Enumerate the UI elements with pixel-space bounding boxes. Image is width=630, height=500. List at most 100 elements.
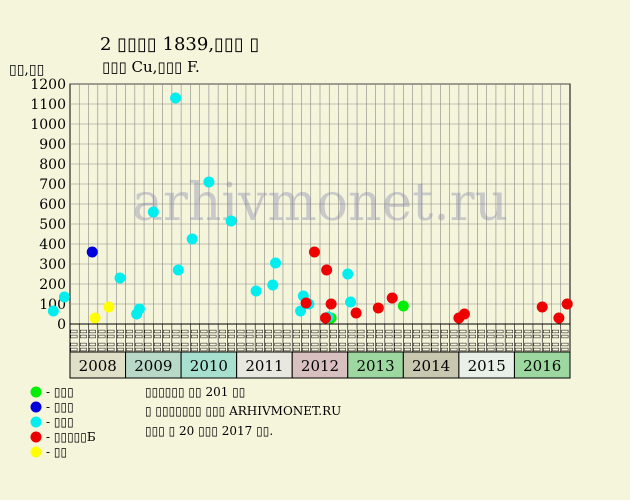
- y-tick-label: 100: [39, 297, 66, 313]
- y-tick-label: 900: [39, 137, 66, 153]
- half-year-label-bottom: ▯▯: [78, 342, 88, 352]
- half-year-label-bottom: ▯▯: [217, 342, 227, 352]
- y-tick-label: 500: [39, 217, 66, 233]
- half-year-label-bottom: ▯▯: [504, 342, 514, 352]
- data-point: [325, 298, 337, 310]
- chart-subtitle: ▯▯▯ Cu,▯▯▯ F.: [102, 58, 200, 76]
- half-year-label-top: ▯▯: [272, 329, 282, 339]
- half-year-label-bottom: ▯▯: [161, 342, 171, 352]
- half-year-label-top: ▯▯: [198, 329, 208, 339]
- year-cell: [513, 351, 571, 379]
- half-year-label-top: ▯▯: [189, 329, 199, 339]
- half-year-label-bottom: ▯▯: [300, 342, 310, 352]
- note-line-2: ▯ ▯▯▯▯▯▯▯ ▯▯▯ ARHIVMONET.RU: [145, 404, 341, 418]
- year-band: 2008 2009 2010 2011 2012 2013 2014 2015 2016: [69, 351, 571, 379]
- half-year-label-top: ▯▯: [411, 329, 421, 339]
- half-year-label-bottom: ▯▯: [106, 342, 116, 352]
- data-point: [372, 302, 384, 314]
- half-year-label-bottom: ▯▯: [495, 342, 505, 352]
- year-cell: [69, 351, 127, 379]
- half-year-label-bottom: ▯▯: [208, 342, 218, 352]
- half-year-label-top: ▯▯: [226, 329, 236, 339]
- half-year-label-top: ▯▯: [300, 329, 310, 339]
- half-year-label-top: ▯▯: [143, 329, 153, 339]
- half-year-label-top: ▯▯: [356, 329, 366, 339]
- half-year-label-top: ▯▯: [550, 329, 560, 339]
- half-year-label-bottom: ▯▯: [448, 342, 458, 352]
- half-year-label-top: ▯▯: [448, 329, 458, 339]
- data-point: [295, 305, 307, 317]
- grid: [70, 83, 570, 325]
- half-year-label-top: ▯▯: [513, 329, 523, 339]
- half-year-label-top: ▯▯: [161, 329, 171, 339]
- half-year-label-bottom: ▯▯: [291, 342, 301, 352]
- half-year-label-top: ▯▯: [106, 329, 116, 339]
- half-year-label-top: ▯▯: [532, 329, 542, 339]
- data-point: [267, 279, 279, 291]
- half-year-label-top: ▯▯: [152, 329, 162, 339]
- half-year-label-bottom: ▯▯: [374, 342, 384, 352]
- half-year-label-bottom: ▯▯: [430, 342, 440, 352]
- half-year-label-bottom: ▯▯: [532, 342, 542, 352]
- half-year-label-top: ▯▯: [393, 329, 403, 339]
- half-year-label-top: ▯▯: [124, 329, 134, 339]
- half-year-label-top: ▯▯: [217, 329, 227, 339]
- half-year-label-top: ▯▯: [87, 329, 97, 339]
- half-year-label-bottom: ▯▯: [226, 342, 236, 352]
- half-year-label-top: ▯▯: [96, 329, 106, 339]
- half-year-label-bottom: ▯▯: [383, 342, 393, 352]
- half-year-label-top: ▯▯: [476, 329, 486, 339]
- half-year-label-top: ▯▯: [78, 329, 88, 339]
- half-year-label-bottom: ▯▯: [87, 342, 97, 352]
- legend-label: - ▯▯: [46, 445, 67, 459]
- year-label: 2009: [134, 357, 172, 375]
- half-year-label-top: ▯▯: [485, 329, 495, 339]
- data-point: [553, 312, 565, 324]
- data-point: [133, 303, 145, 315]
- data-point: [89, 312, 101, 324]
- half-year-label-bottom: ▯▯: [346, 342, 356, 352]
- data-point: [345, 296, 357, 308]
- half-year-label-top: ▯▯: [133, 329, 143, 339]
- half-year-label-bottom: ▯▯: [309, 342, 319, 352]
- y-tick-label: 600: [39, 197, 66, 213]
- half-year-label-top: ▯▯: [282, 329, 292, 339]
- half-year-label-top: ▯▯: [504, 329, 514, 339]
- data-point: [203, 176, 215, 188]
- legend-label: - ▯▯▯: [46, 385, 74, 399]
- half-year-label-bottom: ▯▯: [356, 342, 366, 352]
- half-year-label-bottom: ▯▯: [198, 342, 208, 352]
- half-year-label-bottom: ▯▯: [541, 342, 551, 352]
- y-tick-label: 1000: [30, 117, 66, 133]
- half-year-label-bottom: ▯▯: [467, 342, 477, 352]
- legend-label: - ▯▯▯▯▯Б: [46, 430, 96, 444]
- half-year-label-bottom: ▯▯: [152, 342, 162, 352]
- data-points: [47, 92, 573, 324]
- half-year-label-top: ▯▯: [254, 329, 264, 339]
- data-point: [321, 264, 333, 276]
- chart-title: 2 ▯▯▯▯ 1839,▯▯▯ ▯: [100, 34, 259, 55]
- data-point: [386, 292, 398, 304]
- legend-marker: [30, 386, 42, 398]
- half-year-label-top: ▯▯: [69, 329, 79, 339]
- half-year-label-bottom: ▯▯: [254, 342, 264, 352]
- half-year-label-bottom: ▯▯: [170, 342, 180, 352]
- half-year-label-top: ▯▯: [365, 329, 375, 339]
- half-year-label-top: ▯▯: [319, 329, 329, 339]
- half-year-label-top: ▯▯: [495, 329, 505, 339]
- y-axis-label: ▯▯,▯▯: [9, 62, 44, 78]
- half-year-labels: ▯▯▯▯▯▯▯▯▯▯▯▯▯▯▯▯▯▯▯▯▯▯▯▯▯▯▯▯▯▯▯▯▯▯▯▯▯▯▯▯…: [69, 323, 571, 353]
- year-cell: [291, 351, 349, 379]
- half-year-label-top: ▯▯: [263, 329, 273, 339]
- data-point: [308, 246, 320, 258]
- year-label: 2011: [245, 357, 283, 375]
- year-label: 2013: [356, 357, 394, 375]
- year-label: 2016: [523, 357, 561, 375]
- data-point: [170, 92, 182, 104]
- half-year-label-bottom: ▯▯: [420, 342, 430, 352]
- half-year-label-top: ▯▯: [383, 329, 393, 339]
- half-year-label-top: ▯▯: [420, 329, 430, 339]
- half-year-label-top: ▯▯: [458, 329, 468, 339]
- half-year-label-bottom: ▯▯: [458, 342, 468, 352]
- half-year-label-bottom: ▯▯: [143, 342, 153, 352]
